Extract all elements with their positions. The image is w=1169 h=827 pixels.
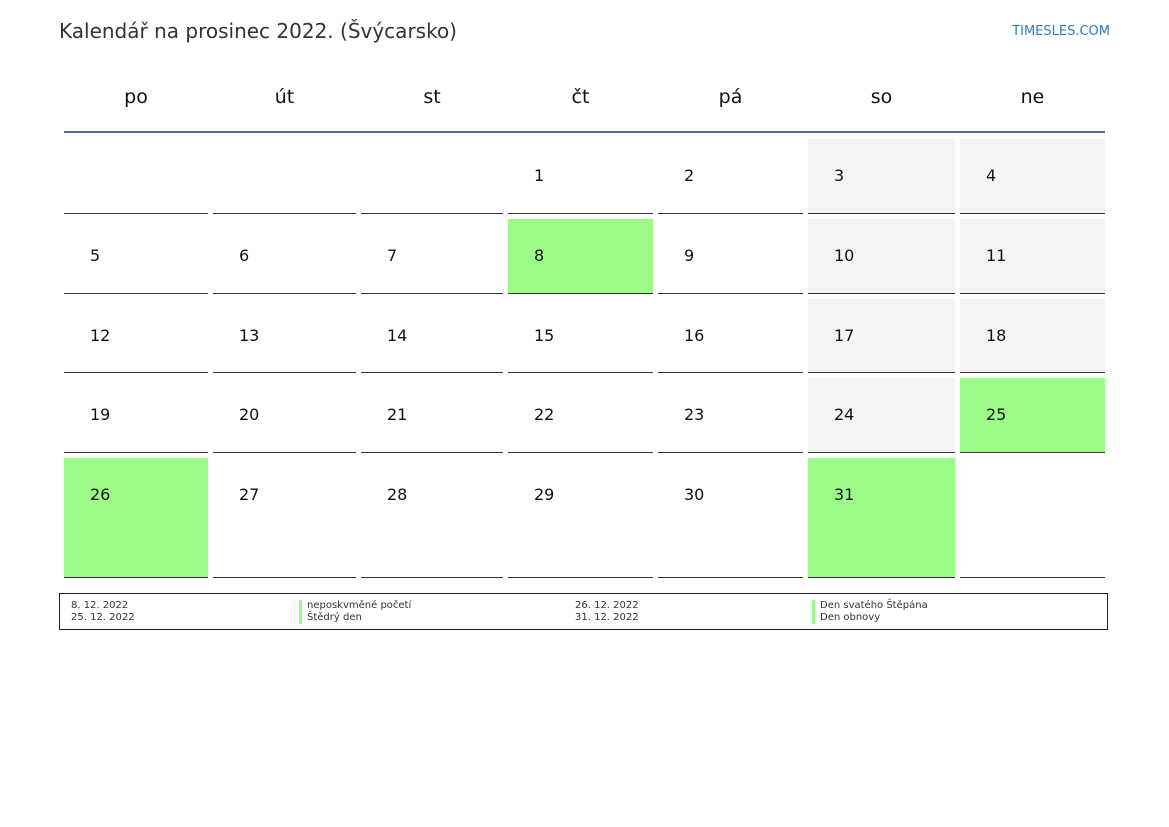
- day-number: 21: [387, 405, 408, 424]
- day-cell: 24: [808, 378, 955, 453]
- legend-date: 26. 12. 2022: [575, 600, 639, 611]
- day-number: 30: [684, 485, 705, 504]
- day-number: 22: [534, 405, 555, 424]
- day-cell: 12: [64, 299, 208, 373]
- day-cell: 29: [508, 458, 653, 578]
- weekday-header: ne: [1020, 86, 1045, 108]
- day-cell: 20: [213, 378, 356, 453]
- day-cell: 2: [658, 139, 803, 214]
- day-number: 1: [534, 166, 545, 185]
- day-number: 16: [684, 326, 705, 345]
- day-cell: 21: [361, 378, 503, 453]
- empty-cell: [64, 139, 208, 214]
- day-cell: 14: [361, 299, 503, 373]
- day-number: 11: [986, 246, 1007, 265]
- empty-cell: [213, 139, 356, 214]
- day-number: 27: [239, 485, 260, 504]
- day-number: 29: [534, 485, 555, 504]
- day-number: 2: [684, 166, 695, 185]
- day-cell: 17: [808, 299, 955, 373]
- day-cell: 30: [658, 458, 803, 578]
- weekday-header: út: [274, 86, 295, 108]
- day-number: 28: [387, 485, 408, 504]
- day-number: 12: [90, 326, 111, 345]
- day-number: 14: [387, 326, 408, 345]
- header-divider: [64, 131, 1105, 133]
- empty-cell: [361, 139, 503, 214]
- day-number: 7: [387, 246, 398, 265]
- day-cell: 5: [64, 219, 208, 294]
- weekday-header: st: [423, 86, 441, 108]
- day-number: 10: [834, 246, 855, 265]
- day-cell: 22: [508, 378, 653, 453]
- legend-date: 31. 12. 2022: [575, 612, 639, 623]
- day-cell: 10: [808, 219, 955, 294]
- day-cell: 1: [508, 139, 653, 214]
- day-number: 25: [986, 405, 1007, 424]
- day-cell: 7: [361, 219, 503, 294]
- day-cell: 18: [960, 299, 1105, 373]
- legend-date: 25. 12. 2022: [71, 612, 135, 623]
- day-number: 8: [534, 246, 545, 265]
- day-number: 15: [534, 326, 555, 345]
- day-number: 26: [90, 485, 111, 504]
- day-cell: 27: [213, 458, 356, 578]
- day-number: 19: [90, 405, 111, 424]
- weekday-header: čt: [571, 86, 590, 108]
- day-cell: 11: [960, 219, 1105, 294]
- empty-cell: [960, 458, 1105, 578]
- day-number: 4: [986, 166, 997, 185]
- weekday-header: pá: [718, 86, 743, 108]
- day-cell: 15: [508, 299, 653, 373]
- legend-date: 8. 12. 2022: [71, 600, 129, 611]
- day-cell: 23: [658, 378, 803, 453]
- day-cell-holiday: 31: [808, 458, 955, 578]
- day-number: 18: [986, 326, 1007, 345]
- legend-holiday-name: Den svatého Štěpána: [812, 600, 928, 612]
- day-number: 17: [834, 326, 855, 345]
- weekday-header: po: [124, 86, 148, 108]
- legend-holiday-name: Štědrý den: [299, 612, 362, 624]
- page-title: Kalendář na prosinec 2022. (Švýcarsko): [59, 19, 457, 43]
- day-cell-holiday: 26: [64, 458, 208, 578]
- weekday-header: so: [870, 86, 893, 108]
- day-number: 6: [239, 246, 250, 265]
- day-number: 20: [239, 405, 260, 424]
- day-cell: 6: [213, 219, 356, 294]
- day-number: 9: [684, 246, 695, 265]
- day-cell: 28: [361, 458, 503, 578]
- day-cell: 13: [213, 299, 356, 373]
- holiday-legend: 8. 12. 2022 25. 12. 2022 neposkvměné poč…: [59, 593, 1108, 630]
- brand-link[interactable]: TIMESLES.COM: [1012, 24, 1110, 39]
- day-cell-holiday: 8: [508, 219, 653, 294]
- day-number: 5: [90, 246, 101, 265]
- day-cell: 9: [658, 219, 803, 294]
- day-cell-holiday: 25: [960, 378, 1105, 453]
- day-cell: 16: [658, 299, 803, 373]
- day-cell: 19: [64, 378, 208, 453]
- day-cell: 4: [960, 139, 1105, 214]
- day-number: 13: [239, 326, 260, 345]
- day-number: 31: [834, 485, 855, 504]
- legend-holiday-name: neposkvměné početí: [299, 600, 411, 612]
- legend-holiday-name: Den obnovy: [812, 612, 880, 624]
- day-number: 24: [834, 405, 855, 424]
- day-number: 3: [834, 166, 845, 185]
- day-number: 23: [684, 405, 705, 424]
- day-cell: 3: [808, 139, 955, 214]
